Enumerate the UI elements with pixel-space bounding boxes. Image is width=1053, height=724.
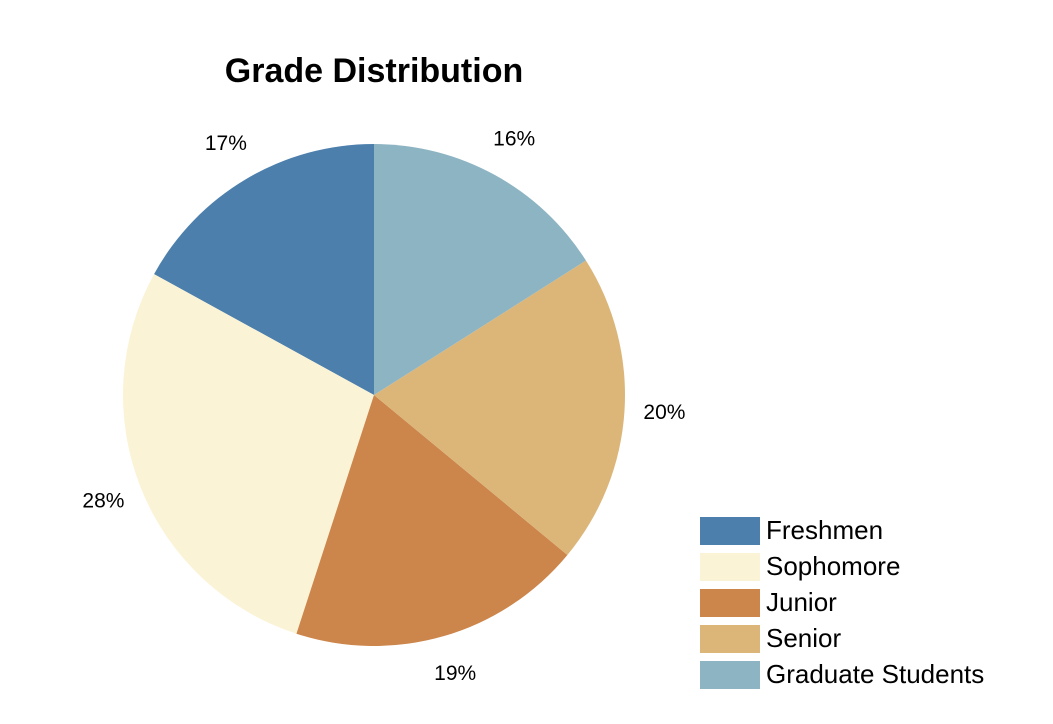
- legend: Freshmen Sophomore Junior Senior Graduate St…: [700, 515, 984, 689]
- chart-title: Grade Distribution: [225, 52, 523, 90]
- legend-label-graduate-students: Graduate Students: [766, 659, 984, 689]
- pct-label-graduate-students: 16%: [493, 128, 535, 151]
- legend-swatch-freshmen: [700, 517, 760, 545]
- pct-label-freshmen: 17%: [205, 132, 247, 155]
- legend-swatch-sophomore: [700, 553, 760, 581]
- legend-label-junior: Junior: [766, 587, 837, 617]
- pie-slices: [123, 144, 625, 647]
- legend-swatch-junior: [700, 589, 760, 617]
- pie-slice-senior: [374, 260, 625, 555]
- legend-swatch-graduate-students: [700, 661, 760, 689]
- legend-label-sophomore: Sophomore: [766, 551, 900, 581]
- legend-label-senior: Senior: [766, 623, 841, 653]
- pie-slice-junior: [296, 395, 568, 647]
- pie-slice-freshmen: [154, 144, 374, 395]
- legend-label-freshmen: Freshmen: [766, 515, 883, 545]
- pie-slice-graduate-students: [374, 144, 586, 395]
- pie-slice-sophomore: [123, 274, 374, 634]
- pct-label-junior: 19%: [434, 662, 476, 685]
- pct-label-senior: 20%: [643, 401, 685, 424]
- slice-value-labels: 17% 28% 19% 20% 16%: [82, 128, 685, 685]
- pct-label-sophomore: 28%: [82, 490, 124, 513]
- legend-swatch-senior: [700, 625, 760, 653]
